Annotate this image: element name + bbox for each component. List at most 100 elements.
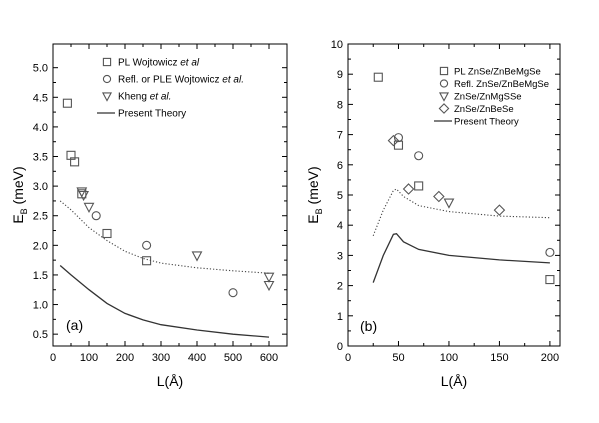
panel-b-series-present-theory bbox=[372, 232, 550, 283]
panel-a-series-pl-wojtowicz-point bbox=[70, 157, 80, 167]
panel-b-series-pl-znse-znbemgse-point bbox=[545, 275, 555, 285]
panel-a-series-pl-wojtowicz-point bbox=[142, 256, 152, 266]
panel-b-series-refl-znse-znbemgse-point bbox=[414, 151, 424, 161]
panel-a-x-tick-label: 0 bbox=[50, 352, 56, 364]
panel-a-x-tick-label: 500 bbox=[224, 352, 242, 364]
panel-b-series-pl-znse-znbemgse-point bbox=[414, 181, 424, 191]
panel-a-legend-entry: PL Wojtowicz et al bbox=[118, 58, 200, 69]
panel-b-series-refl-znse-znbemgse-point bbox=[545, 247, 555, 257]
panel-a-series-pl-wojtowicz-point bbox=[62, 98, 72, 108]
panel-a-y-tick-label: 4.0 bbox=[33, 122, 48, 134]
panel-b-y-tick-label: 9 bbox=[337, 69, 343, 81]
panel-a-plot-frame bbox=[52, 43, 288, 347]
panel-b-y-tick-label: 8 bbox=[337, 99, 343, 111]
panel-a-series-refl-or-ple-wojtowicz-point bbox=[91, 211, 101, 221]
panel-a-legend-marker bbox=[102, 57, 112, 67]
panel-b-legend-marker bbox=[438, 103, 450, 114]
panel-a-series-pl-wojtowicz bbox=[62, 98, 152, 266]
panel-a-legend-entry: Kheng et al. bbox=[118, 92, 171, 103]
panel-b-legend-entry: Present Theory bbox=[454, 117, 519, 128]
panel-b-y-axis-label: EB (meV) bbox=[305, 166, 324, 223]
panel-a-series-pl-wojtowicz-point bbox=[102, 228, 112, 239]
panel-a-series-kheng bbox=[76, 187, 275, 292]
panel-a-legend-marker bbox=[101, 92, 113, 102]
panel-a-legend-marker bbox=[102, 74, 112, 84]
panel-b-y-tick-label: 7 bbox=[337, 130, 343, 142]
panel-b-series-pl-znse-znbemgse-point bbox=[393, 140, 404, 150]
panel-a-y-axis-label: EB (meV) bbox=[10, 166, 29, 223]
panel-b-series-refl-znse-znbemgse bbox=[393, 133, 555, 257]
panel-b-series-dotted-curve-line bbox=[372, 188, 550, 237]
panel-b-y-tick-label: 10 bbox=[331, 39, 343, 51]
panel-a-series-refl-or-ple-wojtowicz bbox=[91, 211, 238, 298]
panel-a-x-tick-label: 300 bbox=[152, 352, 170, 364]
panel-b-x-tick-label: 0 bbox=[345, 352, 351, 364]
panel-b-legend-marker bbox=[439, 66, 449, 76]
panel-b-series-znse-znbese bbox=[387, 134, 506, 216]
panel-a-x-axis-label: L(Å) bbox=[157, 373, 183, 389]
panel-b-legend-entry: Refl. ZnSe/ZnBeMgSe bbox=[454, 79, 549, 90]
panel-a-panel-label: (a) bbox=[66, 317, 83, 333]
panel-a-y-tick-label: 5.0 bbox=[33, 63, 48, 75]
panel-b-series-znse-znmgsse-point bbox=[443, 198, 455, 209]
panel-a-legend-entry: Refl. or PLE Wojtowicz et al. bbox=[118, 75, 244, 86]
panel-a-y-tick-label: 4.5 bbox=[33, 92, 48, 104]
panel-a-series-present-theory bbox=[59, 265, 270, 338]
panel-a-x-tick-label: 100 bbox=[80, 352, 98, 364]
panel-a-y-tick-label: 2.5 bbox=[33, 211, 48, 223]
panel-a-x-tick-label: 200 bbox=[116, 352, 134, 364]
panel-a-series-kheng-point bbox=[76, 187, 88, 198]
panel-a-series-kheng-point bbox=[78, 190, 90, 202]
panel-a: 0 100 200 300 400 500 600 0.5 1.0 1.5 2.0 2.5 3.0 3.5… bbox=[10, 43, 288, 389]
panel-a-series-refl-or-ple-wojtowicz-point bbox=[142, 240, 152, 250]
panel-b-legend-marker bbox=[439, 79, 449, 88]
panel-b-series-pl-znse-znbemgse-point bbox=[373, 72, 383, 82]
panel-a-series-dotted-curve-line bbox=[59, 200, 270, 274]
panel-a-y-tick-label: 0.5 bbox=[33, 329, 48, 341]
panel-a-legend: PL Wojtowicz et al Refl. or PLE Wojtowicz… bbox=[97, 58, 244, 120]
panel-a-series-kheng-point bbox=[191, 251, 203, 262]
panel-b-series-znse-znbese-point bbox=[433, 190, 445, 203]
panel-a-x-tick-label: 600 bbox=[260, 352, 278, 364]
panel-b-y-tick-label: 5 bbox=[337, 190, 343, 202]
panel-b-x-tick-label: 50 bbox=[392, 352, 404, 364]
panel-a-y-tick-label: 2.0 bbox=[33, 240, 48, 252]
panel-a-legend-entry: Present Theory bbox=[118, 109, 186, 120]
panel-b-series-refl-znse-znbemgse-point bbox=[393, 133, 404, 143]
panel-a-y-tick-label: 1.0 bbox=[33, 300, 48, 312]
panel-b-x-tick-label: 200 bbox=[541, 352, 559, 364]
panel-b-y-tick-label: 4 bbox=[337, 220, 343, 232]
panel-b-series-znse-znbese-point bbox=[387, 134, 400, 147]
panel-b-x-axis-label: L(Å) bbox=[441, 373, 467, 389]
panel-b-legend-entry: PL ZnSe/ZnBeMgSe bbox=[454, 67, 541, 78]
panel-a-series-kheng-point bbox=[263, 272, 275, 283]
panel-b-series-znse-znbese-point bbox=[402, 183, 415, 195]
panel-b-legend-entry: ZnSe/ZnMgSSe bbox=[454, 92, 522, 103]
panel-b-legend-marker bbox=[438, 92, 450, 102]
panel-a-series-dotted-curve bbox=[59, 200, 270, 274]
panel-b-x-tick-label: 100 bbox=[440, 352, 458, 364]
panel-b-series-present-theory-line bbox=[372, 232, 550, 283]
panel-b-y-tick-label: 2 bbox=[337, 281, 343, 293]
panel-a-series-kheng-point bbox=[83, 202, 95, 214]
panel-b-y-tick-label: 0 bbox=[337, 341, 343, 353]
panel-b-series-znse-znmgsse bbox=[443, 198, 455, 209]
panel-b-legend-entry: ZnSe/ZnBeSe bbox=[454, 104, 514, 115]
panel-a-y-tick-label: 1.5 bbox=[33, 270, 48, 282]
panel-b-y-tick-label: 3 bbox=[337, 250, 343, 262]
panel-a-series-present-theory-line bbox=[59, 265, 270, 338]
panel-b: 0 50 100 150 200 0 1 2 3 4 5 6 7 8 9 10 L(Å) EB (meV) (b) P… bbox=[305, 39, 561, 389]
panel-a-y-tick-label: 3.0 bbox=[33, 181, 48, 193]
panel-a-series-kheng-point bbox=[263, 280, 275, 292]
panel-b-series-dotted-curve bbox=[372, 188, 550, 237]
panel-a-series-refl-or-ple-wojtowicz-point bbox=[228, 288, 238, 298]
panel-b-y-tick-label: 1 bbox=[337, 311, 343, 323]
panel-a-y-tick-label: 3.5 bbox=[33, 152, 48, 164]
panel-a-x-tick-label: 400 bbox=[188, 352, 206, 364]
panel-b-y-tick-label: 6 bbox=[337, 160, 343, 172]
panel-b-series-znse-znbese-point bbox=[493, 204, 506, 216]
panel-a-series-pl-wojtowicz-point bbox=[77, 189, 87, 199]
